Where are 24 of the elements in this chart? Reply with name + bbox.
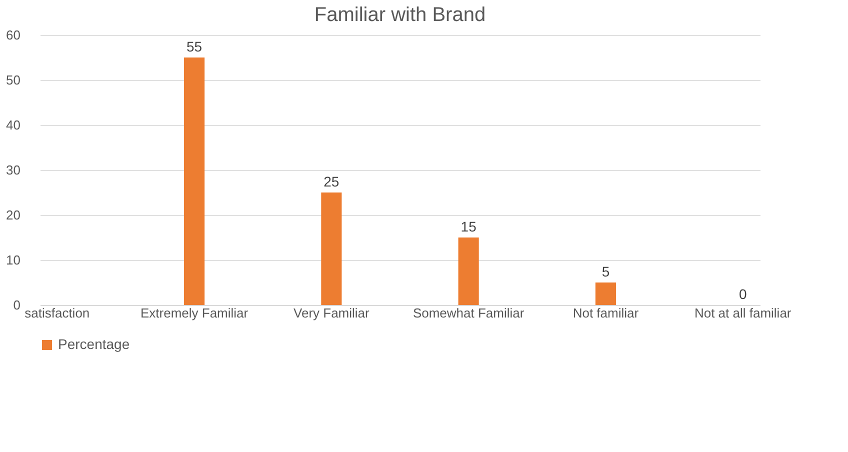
- x-tick-label: Not at all familiar: [694, 306, 792, 320]
- y-tick-label: 30: [6, 162, 20, 178]
- bar: [184, 58, 205, 305]
- data-label: 0: [738, 286, 747, 302]
- bar: [458, 238, 479, 305]
- y-tick-label: 60: [6, 28, 20, 42]
- data-label: 5: [602, 264, 610, 280]
- x-tick-label: satisfaction: [24, 306, 90, 320]
- data-label: 25: [324, 174, 340, 190]
- x-tick-label: Not familiar: [572, 306, 640, 320]
- x-tick-label: Very Familiar: [294, 306, 370, 320]
- x-tick-label: Somewhat Familiar: [412, 306, 525, 320]
- x-tick-label: Extremely Familiar: [140, 306, 249, 320]
- y-tick-label: 0: [13, 298, 20, 312]
- y-tick-label: 10: [6, 252, 20, 268]
- bar: [595, 282, 616, 305]
- y-tick-label: 50: [6, 72, 20, 88]
- legend-label: Percentage: [58, 336, 130, 352]
- data-label: 55: [186, 38, 202, 54]
- bar: [321, 192, 342, 305]
- data-label: 15: [460, 218, 477, 234]
- y-tick-label: 20: [6, 208, 20, 222]
- y-tick-label: 40: [6, 118, 20, 132]
- chart-title: Familiar with Brand: [314, 4, 486, 26]
